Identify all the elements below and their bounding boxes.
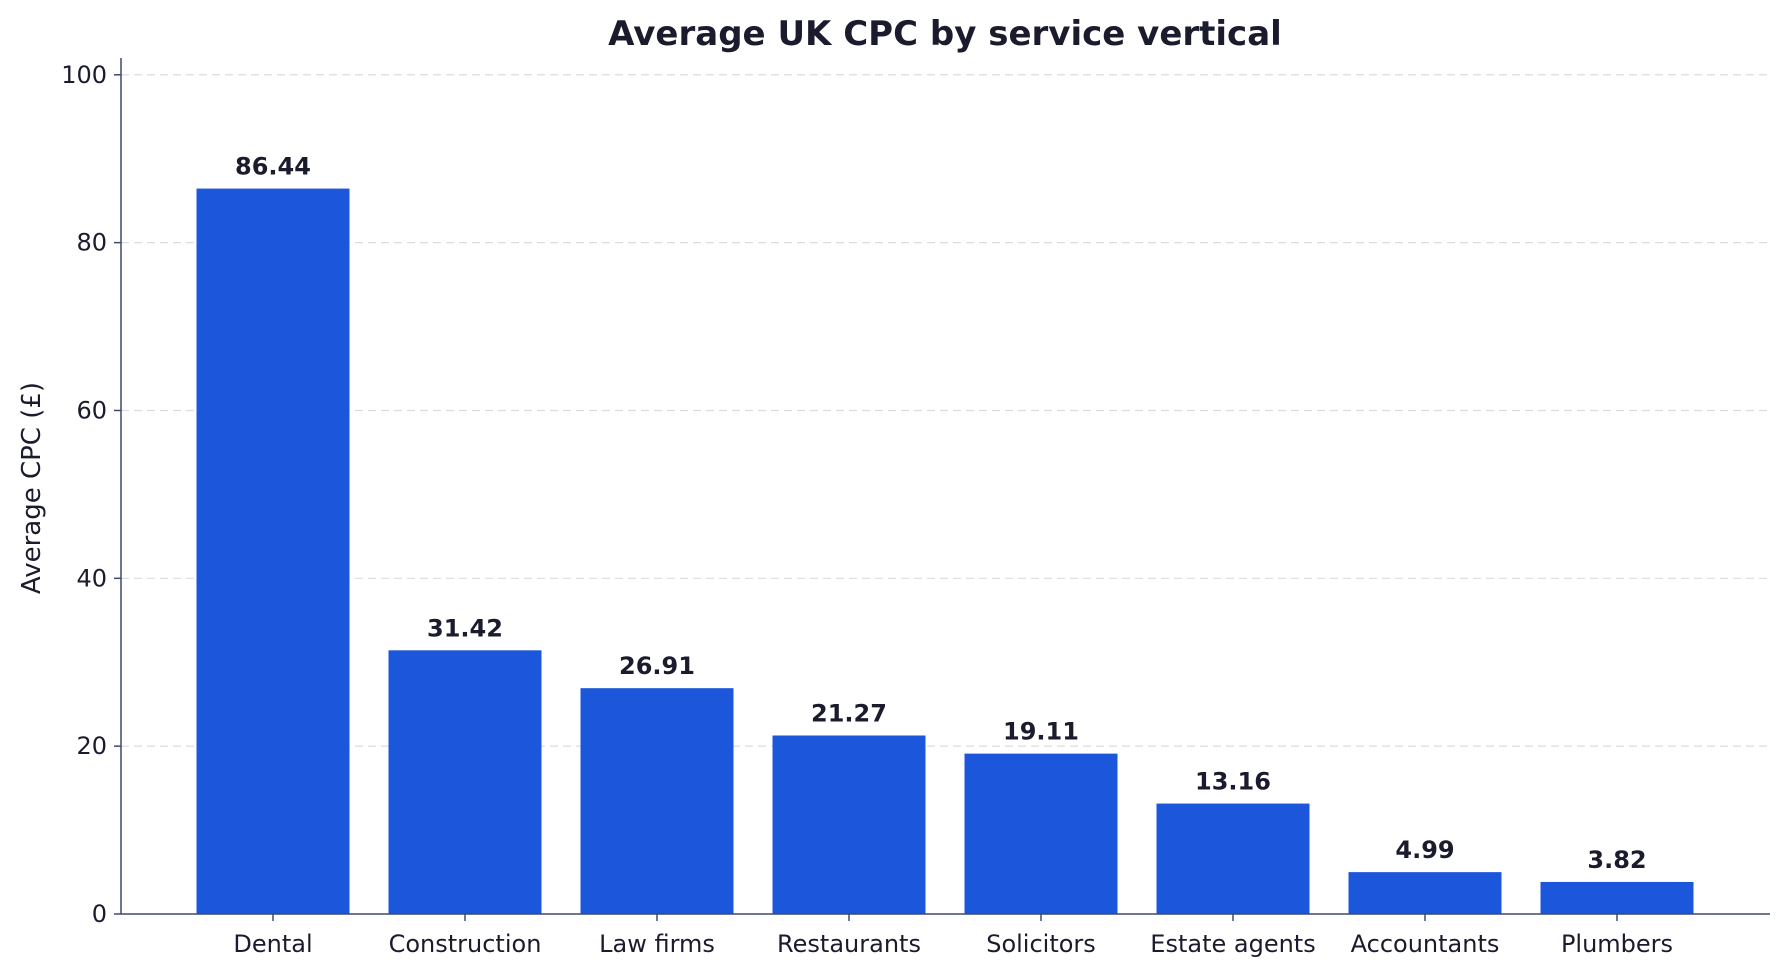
bar	[1540, 881, 1694, 914]
x-tick-label: Solicitors	[986, 930, 1096, 958]
data-label: 26.91	[619, 652, 695, 680]
x-tick-label: Construction	[389, 930, 542, 958]
y-tick-label: 100	[61, 61, 107, 89]
y-tick-label: 0	[92, 900, 107, 928]
y-tick-label: 40	[76, 564, 107, 592]
x-tick-label: Dental	[233, 930, 312, 958]
bar	[1156, 803, 1310, 914]
bar	[964, 753, 1118, 914]
x-axis-ticks: Dental Construction Law firms Restaurants So…	[233, 914, 1673, 958]
y-axis-ticks: 0 20 40 60 80 100	[61, 61, 121, 928]
x-tick-label: Restaurants	[777, 930, 921, 958]
bars	[196, 188, 1694, 914]
bar	[772, 735, 926, 914]
bar	[580, 688, 734, 914]
bar	[1348, 872, 1502, 914]
y-axis-label: Average CPC (£)	[17, 382, 47, 594]
y-tick-label: 60	[76, 396, 107, 424]
y-tick-label: 80	[76, 229, 107, 257]
x-tick-label: Plumbers	[1561, 930, 1673, 958]
x-tick-label: Estate agents	[1150, 930, 1315, 958]
data-label: 19.11	[1003, 718, 1079, 746]
bar	[196, 188, 350, 914]
chart-title: Average UK CPC by service vertical	[608, 14, 1282, 54]
data-label: 4.99	[1395, 836, 1454, 864]
bar	[388, 650, 542, 914]
data-label: 31.42	[427, 614, 503, 642]
data-label: 3.82	[1587, 846, 1646, 874]
x-tick-label: Law firms	[599, 930, 715, 958]
data-label: 86.44	[235, 153, 311, 181]
data-labels: 86.44 31.42 26.91 21.27 19.11 13.16 4.99 3.82	[235, 153, 1647, 874]
y-tick-label: 20	[76, 732, 107, 760]
data-label: 21.27	[811, 699, 887, 727]
axes	[120, 58, 1770, 915]
x-tick-label: Accountants	[1351, 930, 1500, 958]
gridlines	[121, 74, 1770, 747]
data-label: 13.16	[1195, 768, 1271, 796]
